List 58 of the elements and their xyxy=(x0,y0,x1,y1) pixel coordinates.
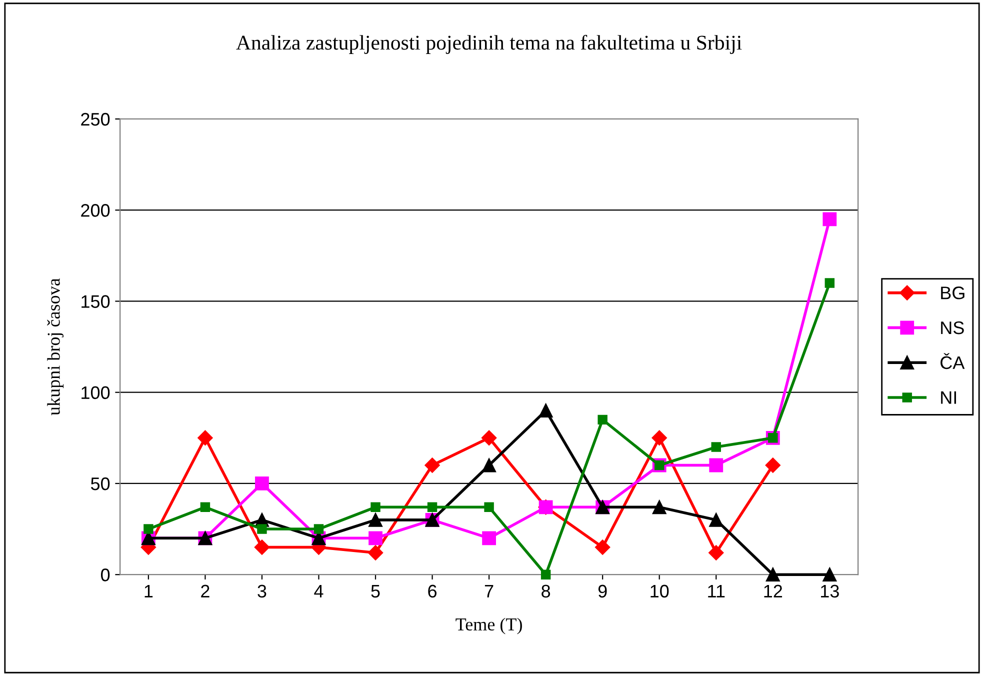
x-axis-title: Teme (T) xyxy=(456,618,522,634)
point xyxy=(482,531,496,546)
x-tick-label: 7 xyxy=(484,584,494,598)
x-tick-label: 3 xyxy=(258,584,266,598)
x-tick-label: 4 xyxy=(314,584,324,598)
point xyxy=(481,430,497,446)
y-tick-label: 50 xyxy=(90,477,110,490)
y-tick-label: 200 xyxy=(81,204,110,217)
point xyxy=(598,414,608,425)
legend-label: BG xyxy=(941,286,964,300)
point xyxy=(368,531,382,546)
legend-label: NI xyxy=(941,391,956,404)
point xyxy=(144,524,154,534)
point xyxy=(652,500,666,514)
point xyxy=(368,512,382,527)
point xyxy=(538,404,553,418)
point xyxy=(254,540,270,555)
x-tick-label: 2 xyxy=(201,584,210,598)
point xyxy=(424,458,440,473)
chart-title: Analiza zastupljenosti pojedinih tema na fakultetima u Srbiji xyxy=(236,34,742,54)
y-tick-label: 0 xyxy=(100,568,110,582)
y-axis-title: ukupni broj časova xyxy=(47,278,64,416)
point xyxy=(765,458,780,473)
point xyxy=(652,430,667,446)
x-tick-label: 12 xyxy=(764,584,782,598)
point xyxy=(314,524,324,534)
y-tick-label: 150 xyxy=(82,295,110,308)
point xyxy=(709,512,724,527)
point xyxy=(427,502,438,512)
point xyxy=(708,545,724,560)
point xyxy=(822,212,837,226)
y-tick-label: 100 xyxy=(82,386,110,400)
point xyxy=(368,545,384,560)
x-tick-label: 10 xyxy=(650,584,669,598)
legend-label: NS xyxy=(941,321,964,334)
point xyxy=(709,458,724,472)
point xyxy=(255,476,269,490)
point xyxy=(257,524,267,534)
x-tick-label: 1 xyxy=(144,584,153,598)
point xyxy=(484,502,494,512)
x-tick-label: 11 xyxy=(708,584,725,598)
legend-label: ČA xyxy=(940,353,965,370)
x-tick-label: 8 xyxy=(542,584,550,598)
point xyxy=(766,568,780,582)
x-tick-label: 6 xyxy=(428,584,437,598)
point xyxy=(822,568,837,582)
point xyxy=(200,502,210,512)
point xyxy=(370,502,380,512)
point xyxy=(540,570,551,580)
point xyxy=(595,540,610,555)
point xyxy=(198,430,213,446)
y-tick-label: 250 xyxy=(81,112,110,126)
x-tick-label: 13 xyxy=(821,584,839,598)
x-tick-label: 9 xyxy=(598,584,607,598)
point xyxy=(711,442,721,452)
x-tick-label: 5 xyxy=(371,584,380,598)
point xyxy=(824,278,835,288)
point xyxy=(482,458,496,472)
